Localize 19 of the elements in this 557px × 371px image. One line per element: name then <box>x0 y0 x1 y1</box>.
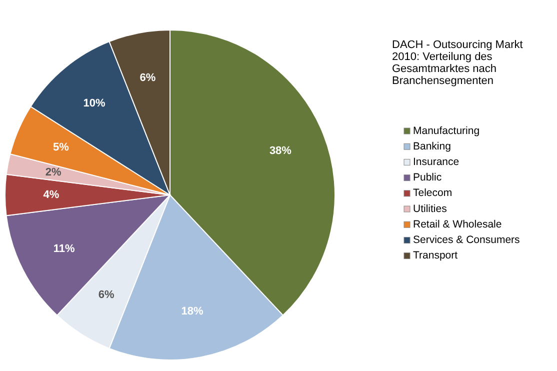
data-label: 6% <box>98 289 115 302</box>
legend-label: Banking <box>413 140 452 152</box>
data-label: 18% <box>181 306 204 318</box>
data-label: 10% <box>83 97 106 110</box>
legend-label: Telecom <box>413 187 452 200</box>
data-label: 11% <box>53 242 76 255</box>
legend-label: Services & Consumers <box>413 234 520 246</box>
legend-label: Retail & Wholesale <box>413 218 502 230</box>
legend-label: Public <box>413 172 442 184</box>
legend-label: Insurance <box>413 156 460 168</box>
legend-label: Utilities <box>413 202 447 215</box>
legend-label: Transport <box>413 250 458 262</box>
text: DACH - Outsourcing Markt 2010: Verteilung des Gesamtmarktes nach Branchensegmenten <box>392 39 523 87</box>
data-label: 6% <box>140 72 156 84</box>
data-label: 5% <box>53 142 70 154</box>
data-label: 38% <box>269 145 292 158</box>
data-label: 4% <box>43 188 60 201</box>
data-label: 2% <box>45 166 62 179</box>
legend-label: Manufacturing <box>413 124 480 137</box>
